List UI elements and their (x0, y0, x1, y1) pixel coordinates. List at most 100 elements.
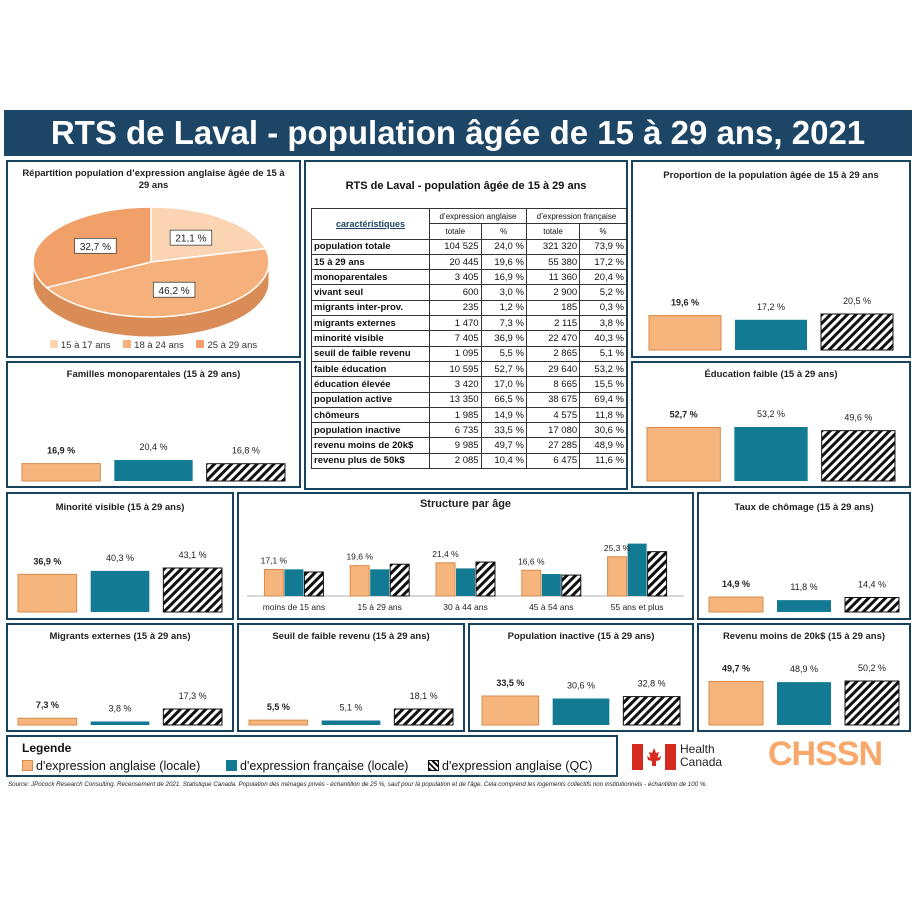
bar (456, 568, 475, 596)
legend-item-french-local: d'expression française (locale) (226, 759, 408, 773)
bar (735, 319, 807, 350)
bar (541, 573, 561, 596)
bar-data-label: 20,4 % (139, 442, 167, 452)
chart-panel-seuil: Seuil de faible revenu (15 à 29 ans) 5,5 … (237, 623, 465, 732)
bar (734, 427, 808, 481)
pie-legend-item: 18 à 24 ans (134, 340, 184, 351)
bar-data-label: 33,5 % (496, 678, 524, 688)
table-cell: 185 (525, 299, 581, 317)
table-cell: 3 405 (429, 269, 482, 286)
chart-title: Familles monoparentales (15 à 29 ans) (66, 369, 241, 380)
legend-label: d'expression française (locale) (240, 759, 409, 773)
chart-title: Migrants externes (15 à 29 ans) (49, 631, 191, 642)
bar-chart: 7,3 % 3,8 % 17,3 % (17, 691, 223, 726)
table-cell: 1,2 % (480, 299, 527, 317)
table-cell: 1 985 (429, 406, 482, 424)
table-cell: 38 675 (525, 391, 581, 408)
bar (821, 430, 896, 482)
bar (607, 556, 628, 597)
legend-item-english-qc: d'expression anglaise (QC) (428, 759, 592, 773)
table-row-label: éducation élevée (311, 376, 430, 393)
table-cell: 24,0 % (480, 238, 527, 255)
bar-data-label: 14,4 % (858, 580, 886, 590)
chssn-logo: CHSSN (768, 735, 883, 773)
table-cell: 11 360 (525, 269, 581, 286)
chart-title: Taux de chômage (15 à 29 ans) (734, 502, 874, 513)
bar (844, 597, 900, 613)
chart-title: Seuil de faible revenu (15 à 29 ans) (272, 631, 430, 642)
bar (263, 568, 284, 597)
table-header: totale (525, 223, 581, 240)
bar-chart: 16,9 % 20,4 % 16,8 % (21, 442, 286, 482)
table-cell: 53,2 % (579, 360, 627, 378)
legend-swatch (49, 340, 58, 348)
table-cell: 69,4 % (579, 391, 627, 408)
table-row: seuil de faible revenu 1 095 5,5 % 2 865 5,1… (311, 345, 627, 362)
bar-data-label: 49,6 % (844, 413, 872, 423)
chart-title: Population inactive (15 à 29 ans) (507, 631, 655, 642)
table-cell: 29 640 (525, 360, 581, 378)
bar-data-label: 5,5 % (267, 702, 290, 712)
table-cell: 600 (429, 284, 482, 301)
table-cell: 5,5 % (480, 345, 527, 362)
legend-label: d'expression anglaise (locale) (36, 759, 201, 773)
bar (561, 574, 582, 597)
source-note: Source: JPocock Research Consulting. Rec… (8, 781, 708, 788)
table-row: migrants externes 1 470 7,3 % 2 115 3,8 % (311, 315, 627, 332)
bar (627, 543, 647, 596)
bar-data-label: 14,9 % (722, 579, 750, 589)
table-cell: 235 (429, 299, 482, 317)
bar (21, 463, 101, 482)
table-row-label: 15 à 29 ans (311, 253, 430, 271)
bar-data-label: 7,3 % (36, 700, 59, 710)
table-cell: 6 735 (429, 422, 482, 439)
bar-chart: 36,9 % 40,3 % 43,1 % (17, 550, 223, 613)
bar (622, 696, 681, 726)
bar-data-label: 17,3 % (179, 691, 207, 701)
chart-panel-inactive: Population inactive (15 à 29 ans) 33,5 % 3… (468, 623, 694, 732)
bar-data-label: 25,3 % (604, 543, 631, 553)
chart-title: Proportion de la population âgée de 15 à… (663, 170, 879, 181)
table-row: éducation élevée 3 420 17,0 % 8 665 15,5 % (311, 376, 627, 393)
table-cell: 2 900 (525, 284, 581, 301)
chart-panel-revenu: Revenu moins de 20k$ (15 à 29 ans) 49,7 %… (697, 623, 911, 732)
bar (648, 315, 722, 351)
pie-label-box (169, 229, 213, 246)
table-cell: 104 525 (429, 238, 482, 255)
bar-chart: 49,7 % 48,9 % 50,2 % (708, 663, 900, 726)
table-cell: 30,6 % (579, 422, 627, 439)
table-row-label: faible éducation (311, 360, 430, 378)
pie-data-label: 32,7 % (80, 242, 111, 253)
table-cell: 2 085 (429, 452, 482, 470)
bar-data-label: 17,1 % (261, 555, 288, 565)
pie-data-label: 46,2 % (159, 286, 190, 297)
bar-data-label: 16,8 % (232, 446, 260, 456)
bar-data-label: 50,2 % (858, 663, 886, 673)
pie-legend-item: 25 à 29 ans (207, 340, 258, 351)
page-title: RTS de Laval - population âgée de 15 à 2… (4, 110, 912, 156)
table-row-label: migrants inter-prov. (311, 299, 430, 317)
bar-data-label: 32,8 % (638, 679, 666, 689)
table-row: revenu plus de 50k$ 2 085 10,4 % 6 475 11,6 … (311, 452, 627, 470)
table-cell: 10 595 (429, 360, 482, 378)
chart-panel-monoparentales: Familles monoparentales (15 à 29 ans) 16,… (6, 361, 301, 488)
x-tick-label: 30 à 44 ans (443, 602, 487, 612)
table-cell: 20 445 (429, 253, 482, 271)
bar (646, 427, 721, 482)
pie-title: Répartition population d’expression angl… (22, 168, 285, 191)
table-header-group: d’expression française (525, 207, 628, 225)
table-row-label: revenu plus de 50k$ (311, 452, 430, 470)
table-header: % (579, 223, 627, 240)
pie-panel: Répartition population d’expression angl… (6, 160, 301, 358)
bar (349, 565, 370, 597)
table-cell: 13 350 (429, 391, 482, 408)
table-cell: 10,4 % (480, 452, 527, 470)
bar (370, 569, 390, 596)
table-cell: 66,5 % (480, 391, 527, 408)
table-row-label: population inactive (311, 422, 430, 439)
pie-legend-item: 15 à 17 ans (60, 340, 111, 351)
table-row: monoparentales 3 405 16,9 % 11 360 20,4 % (311, 269, 627, 286)
bar-data-label: 48,9 % (790, 664, 818, 674)
table-header-group: d’expression anglaise (429, 207, 527, 225)
table-row: faible éducation 10 595 52,7 % 29 640 53,2 % (311, 360, 627, 378)
